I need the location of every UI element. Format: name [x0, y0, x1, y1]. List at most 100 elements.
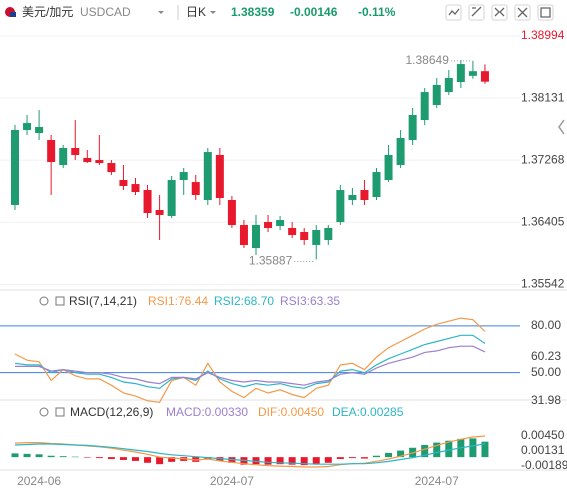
- tool-icon: [471, 6, 482, 17]
- tool-button[interactable]: [468, 4, 485, 21]
- histogram-bar: [59, 456, 67, 458]
- legend-entry: DEA:0.00285: [332, 405, 404, 419]
- candle-body: [47, 140, 56, 163]
- legend-entry: MACD:0.00330: [166, 405, 248, 419]
- histogram-bar: [144, 457, 152, 463]
- histogram-bar: [83, 457, 91, 458]
- tool-button[interactable]: [491, 4, 508, 21]
- indicator-line: [14, 317, 486, 403]
- candle-body: [83, 158, 92, 163]
- candle-body: [203, 152, 212, 201]
- candle-body: [191, 182, 200, 195]
- indicator-line: [14, 334, 486, 389]
- candle-body: [119, 180, 128, 186]
- candle-body: [276, 220, 285, 226]
- expand-icon[interactable]: [55, 407, 65, 417]
- dropdown-arrow[interactable]: [158, 11, 164, 14]
- candle-body: [336, 190, 345, 223]
- y-tick-label: 60.23: [531, 349, 561, 363]
- candle-body: [372, 172, 381, 197]
- change: -0.00146: [290, 5, 338, 19]
- candle-body: [264, 222, 273, 228]
- collapse-arrow[interactable]: [558, 119, 565, 135]
- x-tick-label: 2024-07: [415, 474, 459, 488]
- candle-body: [179, 172, 188, 181]
- histogram-bar: [385, 452, 393, 458]
- histogram-bar: [168, 457, 176, 462]
- histogram-bar: [11, 453, 19, 458]
- tool-icon: [494, 7, 505, 17]
- header-bar: 美元/加元 USDCAD 日K 1.38359 -0.00146 -0.11%: [5, 4, 554, 21]
- histogram-bar: [119, 457, 127, 460]
- symbol: 美元/加元: [22, 5, 73, 19]
- candle-body: [227, 200, 236, 225]
- histogram-bar: [95, 457, 103, 459]
- tool-button[interactable]: [514, 4, 531, 21]
- y-tick-label: 31.98: [531, 393, 561, 407]
- histogram-bar: [300, 457, 308, 466]
- tool-icon: [517, 7, 528, 18]
- legend-entry: DIF:0.00450: [258, 405, 324, 419]
- candle-body: [155, 210, 164, 215]
- tool-button[interactable]: [537, 4, 554, 21]
- histogram-bar: [360, 457, 368, 459]
- candle-body: [143, 190, 152, 214]
- histogram-bar: [252, 457, 260, 465]
- y-tick-label: 1.37268: [521, 152, 565, 166]
- tool-button[interactable]: [445, 4, 462, 21]
- candle-body: [23, 123, 32, 131]
- candle-body: [239, 224, 248, 245]
- histogram-bar: [445, 440, 453, 458]
- histogram-bar: [107, 457, 115, 460]
- candle-body: [312, 230, 321, 245]
- histogram-bar: [23, 453, 31, 458]
- histogram-bar: [336, 457, 344, 460]
- histogram-bar: [421, 444, 429, 458]
- settings-icon[interactable]: [39, 296, 49, 306]
- settings-icon[interactable]: [39, 407, 49, 417]
- legend-entry: RSI2:68.70: [214, 294, 274, 308]
- y-tick-label: 1.38994: [521, 28, 565, 42]
- histogram-bar: [71, 456, 79, 458]
- price: 1.38359: [231, 5, 275, 19]
- annotation: 1.38649: [406, 53, 450, 67]
- change-pct: -0.11%: [358, 5, 396, 19]
- annotation: 1.35887: [249, 254, 293, 268]
- legend-entry: RSI3:63.35: [280, 294, 340, 308]
- candle-body: [324, 227, 333, 241]
- histogram-bar: [469, 438, 477, 458]
- histogram-bar: [433, 442, 441, 458]
- candle-body: [420, 92, 429, 121]
- histogram-bar: [481, 441, 489, 458]
- dropdown-arrow[interactable]: [210, 11, 216, 14]
- period[interactable]: 日K: [186, 5, 206, 19]
- histogram-bar: [132, 457, 139, 461]
- y-tick-label: 80.00: [531, 318, 561, 332]
- candle-body: [11, 130, 19, 205]
- candle-body: [71, 148, 80, 155]
- candle-body: [396, 138, 405, 165]
- tool-icon: [448, 8, 460, 16]
- y-tick-label: 0.00131: [521, 443, 565, 457]
- indicator-line: [14, 443, 486, 465]
- histogram-bar: [264, 457, 272, 465]
- candle-body: [456, 64, 465, 83]
- code[interactable]: USDCAD: [80, 5, 131, 19]
- tool-icon: [540, 7, 551, 18]
- candle-body: [408, 114, 417, 141]
- histogram-bar: [397, 450, 405, 458]
- histogram-bar: [47, 455, 55, 458]
- y-tick-label: 1.36405: [521, 214, 565, 228]
- y-tick-label: 1.35542: [521, 276, 565, 290]
- candle-body: [167, 180, 176, 216]
- y-tick-label: 0.00450: [521, 428, 565, 442]
- legend-entry: RSI1:76.44: [148, 294, 208, 308]
- rsi-title: RSI(7,14,21): [69, 294, 137, 308]
- candle-body: [107, 163, 116, 173]
- expand-icon[interactable]: [55, 296, 65, 306]
- candle-body: [480, 71, 489, 82]
- candle-body: [131, 184, 140, 193]
- histogram-bar: [312, 457, 320, 464]
- candle-body: [59, 148, 68, 165]
